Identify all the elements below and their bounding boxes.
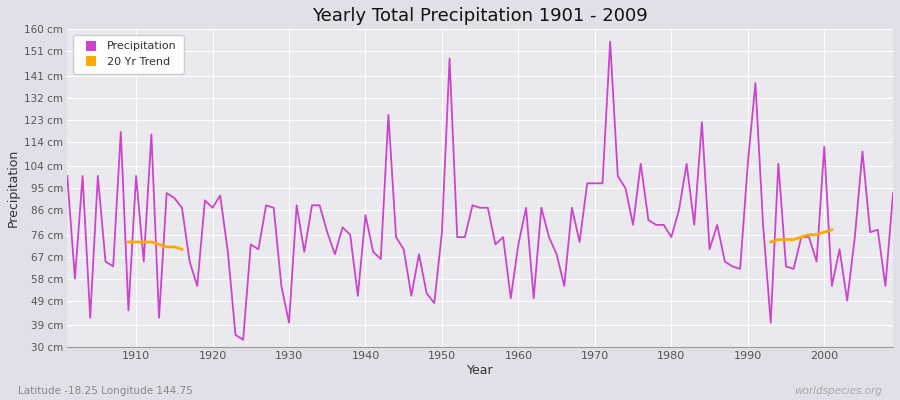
Y-axis label: Precipitation: Precipitation — [7, 149, 20, 227]
Title: Yearly Total Precipitation 1901 - 2009: Yearly Total Precipitation 1901 - 2009 — [312, 7, 648, 25]
Text: worldspecies.org: worldspecies.org — [794, 386, 882, 396]
X-axis label: Year: Year — [467, 364, 493, 377]
Text: Latitude -18.25 Longitude 144.75: Latitude -18.25 Longitude 144.75 — [18, 386, 193, 396]
Legend: Precipitation, 20 Yr Trend: Precipitation, 20 Yr Trend — [73, 35, 184, 74]
